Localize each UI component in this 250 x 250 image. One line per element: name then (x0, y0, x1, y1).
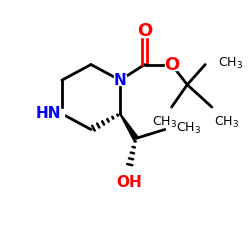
Text: CH$_3$: CH$_3$ (218, 56, 243, 71)
Bar (138, 25, 151, 37)
Bar (114, 75, 126, 85)
Text: CH$_3$: CH$_3$ (152, 115, 178, 130)
Text: O: O (137, 22, 152, 40)
Bar (166, 60, 178, 70)
Bar (121, 170, 137, 181)
Text: N: N (114, 73, 126, 88)
Text: CH$_3$: CH$_3$ (214, 115, 239, 130)
Text: O: O (164, 56, 179, 74)
Polygon shape (120, 114, 138, 140)
Bar (46, 109, 64, 119)
Text: OH: OH (116, 176, 142, 190)
Text: CH$_3$: CH$_3$ (176, 121, 201, 136)
Text: HN: HN (35, 106, 61, 121)
